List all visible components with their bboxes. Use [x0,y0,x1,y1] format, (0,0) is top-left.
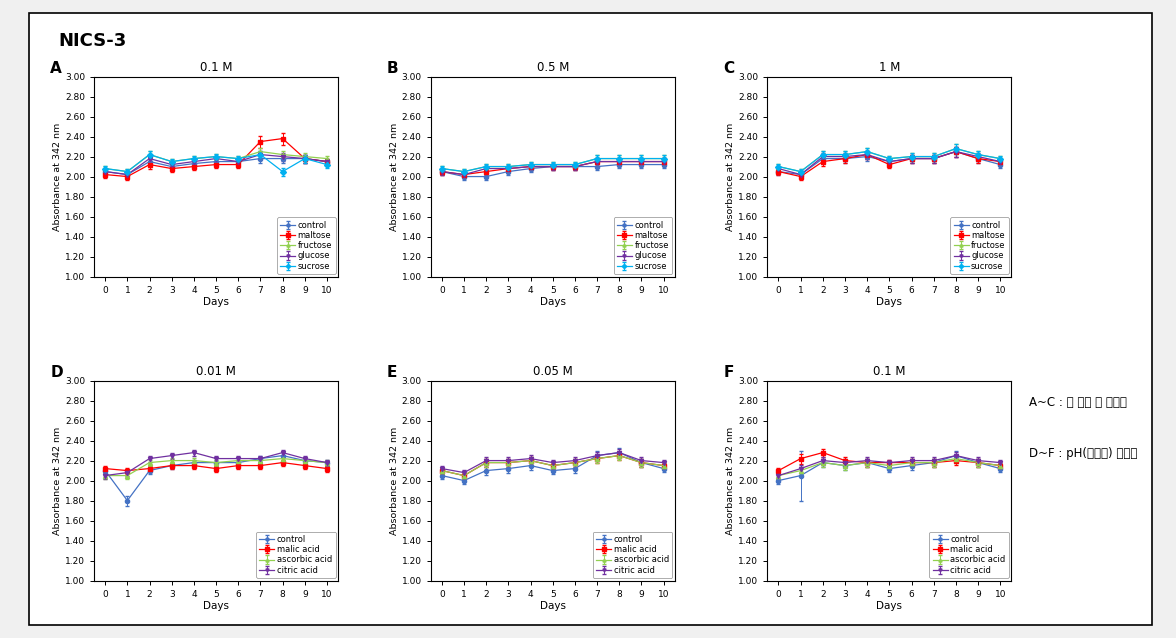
Title: 0.1 M: 0.1 M [200,61,233,74]
Text: B: B [387,61,399,75]
Legend: control, malic acid, ascorbic acid, citric acid: control, malic acid, ascorbic acid, citr… [256,531,335,578]
Text: A~C : 당 농도 별 안정성: A~C : 당 농도 별 안정성 [1029,396,1127,408]
Y-axis label: Absorbance at 342 nm: Absorbance at 342 nm [389,122,399,231]
Title: 1 M: 1 M [878,61,900,74]
X-axis label: Days: Days [540,297,566,308]
Text: C: C [723,61,735,75]
Y-axis label: Absorbance at 342 nm: Absorbance at 342 nm [53,426,62,535]
Y-axis label: Absorbance at 342 nm: Absorbance at 342 nm [389,426,399,535]
X-axis label: Days: Days [203,602,229,611]
Title: 0.01 M: 0.01 M [196,365,236,378]
Legend: control, maltose, fructose, glucose, sucrose: control, maltose, fructose, glucose, suc… [614,218,673,274]
Text: D~F : pH(유기산) 안정성: D~F : pH(유기산) 안정성 [1029,447,1137,459]
Title: 0.5 M: 0.5 M [536,61,569,74]
Text: NICS-3: NICS-3 [59,32,127,50]
Y-axis label: Absorbance at 342 nm: Absorbance at 342 nm [727,426,735,535]
Text: A: A [51,61,62,75]
Y-axis label: Absorbance at 342 nm: Absorbance at 342 nm [53,122,62,231]
Legend: control, maltose, fructose, glucose, sucrose: control, maltose, fructose, glucose, suc… [276,218,335,274]
X-axis label: Days: Days [876,602,902,611]
X-axis label: Days: Days [540,602,566,611]
Legend: control, malic acid, ascorbic acid, citric acid: control, malic acid, ascorbic acid, citr… [929,531,1009,578]
Text: F: F [723,364,734,380]
Legend: control, malic acid, ascorbic acid, citric acid: control, malic acid, ascorbic acid, citr… [593,531,673,578]
Y-axis label: Absorbance at 342 nm: Absorbance at 342 nm [727,122,735,231]
X-axis label: Days: Days [203,297,229,308]
X-axis label: Days: Days [876,297,902,308]
Title: 0.1 M: 0.1 M [873,365,906,378]
Text: E: E [387,364,397,380]
Title: 0.05 M: 0.05 M [533,365,573,378]
Text: D: D [51,364,62,380]
Legend: control, maltose, fructose, glucose, sucrose: control, maltose, fructose, glucose, suc… [950,218,1009,274]
